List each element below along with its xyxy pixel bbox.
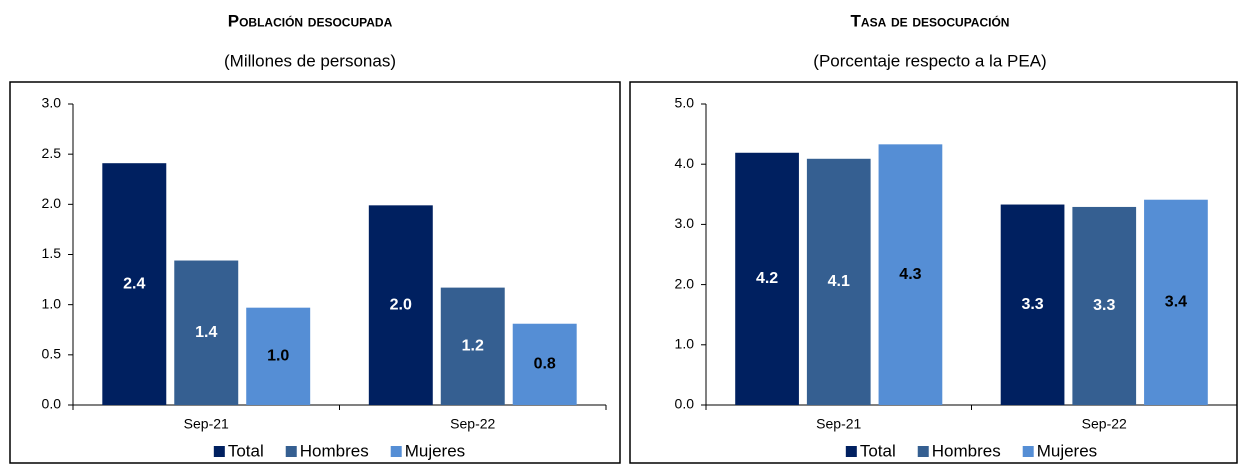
y-tick-label: 0.0 [675, 396, 695, 412]
value-label: 2.0 [390, 296, 412, 313]
legend-swatch [845, 446, 857, 457]
y-tick-label: 2.5 [42, 145, 62, 161]
value-label: 3.3 [1021, 296, 1043, 313]
chart-title: Población desocupada [228, 11, 393, 30]
value-label: 4.2 [756, 270, 778, 287]
legend-label: Total [860, 441, 896, 460]
x-tick-label: Sep-22 [1082, 416, 1127, 432]
bar [102, 163, 167, 405]
chart-frame [629, 81, 1238, 464]
value-label: 1.2 [462, 338, 484, 355]
legend-label: Total [228, 441, 264, 460]
y-tick-label: 1.0 [42, 295, 62, 311]
bar [174, 260, 239, 405]
legend-swatch [1022, 446, 1034, 457]
y-tick-label: 1.0 [675, 336, 695, 352]
legend-label: Hombres [300, 441, 369, 460]
value-label: 1.0 [267, 348, 289, 365]
chart-frame [9, 81, 621, 464]
value-label: 3.3 [1093, 297, 1115, 314]
legend-swatch [213, 446, 225, 457]
y-tick-label: 3.0 [675, 215, 695, 231]
y-tick-label: 2.0 [675, 275, 695, 291]
bar [440, 287, 505, 405]
chart-title: Tasa de desocupación [851, 11, 1010, 30]
bar [1000, 204, 1065, 405]
bar [878, 144, 943, 406]
y-tick-label: 0.0 [42, 396, 62, 412]
value-label: 3.4 [1165, 294, 1187, 311]
y-tick-label: 1.5 [42, 245, 62, 261]
y-tick-label: 5.0 [675, 95, 695, 111]
legend-swatch [390, 446, 402, 457]
legend-label: Hombres [932, 441, 1001, 460]
bar [735, 152, 799, 405]
legend-label: Mujeres [405, 441, 465, 460]
bar [368, 205, 433, 405]
y-tick-label: 4.0 [675, 155, 695, 171]
y-tick-label: 3.0 [42, 95, 62, 111]
legend-label: Mujeres [1037, 441, 1097, 460]
y-tick-label: 2.0 [42, 195, 62, 211]
bar [512, 323, 577, 405]
chart-subtitle: (Porcentaje respecto a la PEA) [813, 51, 1046, 70]
x-tick-label: Sep-22 [450, 416, 495, 432]
bar [246, 307, 311, 405]
bar [1072, 206, 1137, 405]
value-label: 4.3 [899, 266, 921, 283]
bar [806, 158, 871, 405]
chart-subtitle: (Millones de personas) [224, 51, 396, 70]
x-tick-label: Sep-21 [816, 416, 861, 432]
y-tick-label: 0.5 [42, 346, 62, 362]
bar [1144, 199, 1208, 405]
value-label: 4.1 [828, 273, 850, 290]
x-tick-label: Sep-21 [184, 416, 229, 432]
value-label: 0.8 [534, 356, 556, 373]
value-label: 2.4 [123, 275, 145, 292]
legend-swatch [285, 446, 297, 457]
value-label: 1.4 [195, 324, 217, 341]
legend-swatch [917, 446, 929, 457]
